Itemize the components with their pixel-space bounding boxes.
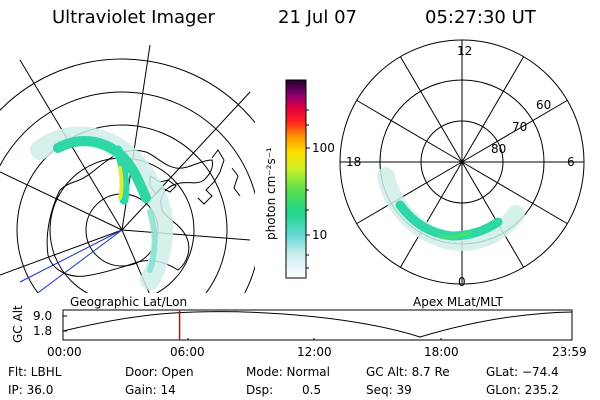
mlat-label-80: 80	[491, 142, 507, 156]
mlt-label-6: 6	[567, 155, 575, 169]
time-label: 05:27:30 UT	[425, 7, 536, 28]
door-info: Door: Open	[125, 365, 194, 379]
filter-info: Flt: LBHL	[8, 365, 62, 379]
color-bar	[285, 79, 310, 279]
geographic-map	[0, 45, 255, 293]
dsp-info: Dsp:	[246, 383, 274, 397]
time-tick-0600: 06:00	[170, 345, 205, 359]
gain-info: Gain: 14	[125, 383, 176, 397]
glon-info: GLon: 235.2	[486, 383, 559, 397]
altitude-ylabel: GC Alt	[11, 305, 25, 343]
altitude-curve	[62, 311, 573, 338]
time-tick-2359: 23:59	[552, 345, 587, 359]
mlat-label-70: 70	[512, 120, 528, 134]
ip-info: IP: 36.0	[8, 383, 54, 397]
right-panel-caption: Apex MLat/MLT	[413, 295, 503, 309]
time-tick-1800: 18:00	[424, 345, 459, 359]
colorbar-unit-label: photon cm⁻²s⁻¹	[264, 147, 278, 240]
mlt-label-12: 12	[457, 44, 473, 58]
mlt-label-0: 0	[458, 275, 466, 289]
instrument-title: Ultraviolet Imager	[52, 7, 215, 28]
mode-info: Mode: Normal	[246, 365, 330, 379]
date-label: 21 Jul 07	[278, 7, 357, 28]
glat-info: GLat: −74.4	[486, 365, 559, 379]
aurora-left	[30, 126, 174, 290]
seq-info: Seq: 39	[366, 383, 412, 397]
left-panel-caption: Geographic Lat/Lon	[70, 295, 188, 309]
altitude-plot	[62, 309, 573, 341]
mlt-label-18: 18	[346, 155, 362, 169]
dsp-value: 0.5	[302, 383, 322, 397]
mlt-polar-plot	[339, 39, 585, 285]
gc-alt-info: GC Alt: 8.7 Re	[366, 365, 450, 379]
altitude-ytick-high: 9.0	[33, 309, 53, 323]
colorbar-tick-100: 100	[312, 141, 335, 155]
mlat-label-60: 60	[536, 98, 552, 112]
aurora-right	[377, 167, 525, 251]
time-tick-1200: 12:00	[297, 345, 332, 359]
time-tick-0000: 00:00	[47, 345, 82, 359]
altitude-ytick-low: 1.8	[33, 324, 53, 338]
colorbar-tick-10: 10	[312, 228, 328, 242]
